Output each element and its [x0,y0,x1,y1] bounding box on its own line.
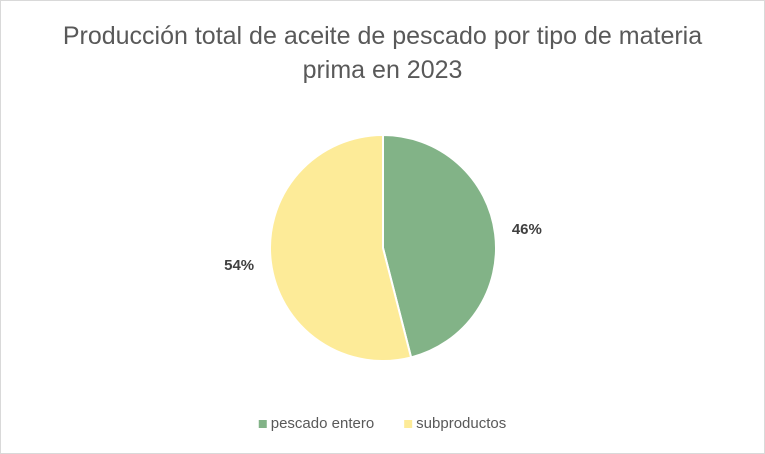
legend-swatch [258,420,267,428]
legend-label: subproductos [416,415,506,432]
pie-slice [382,133,497,359]
data-label: 46% [512,221,542,238]
pie-slice [269,133,413,362]
legend-swatch [404,420,413,428]
chart-title: Producción total de aceite de pescado po… [62,22,703,84]
legend-label: pescado entero [271,415,374,432]
data-label: 54% [224,257,254,274]
